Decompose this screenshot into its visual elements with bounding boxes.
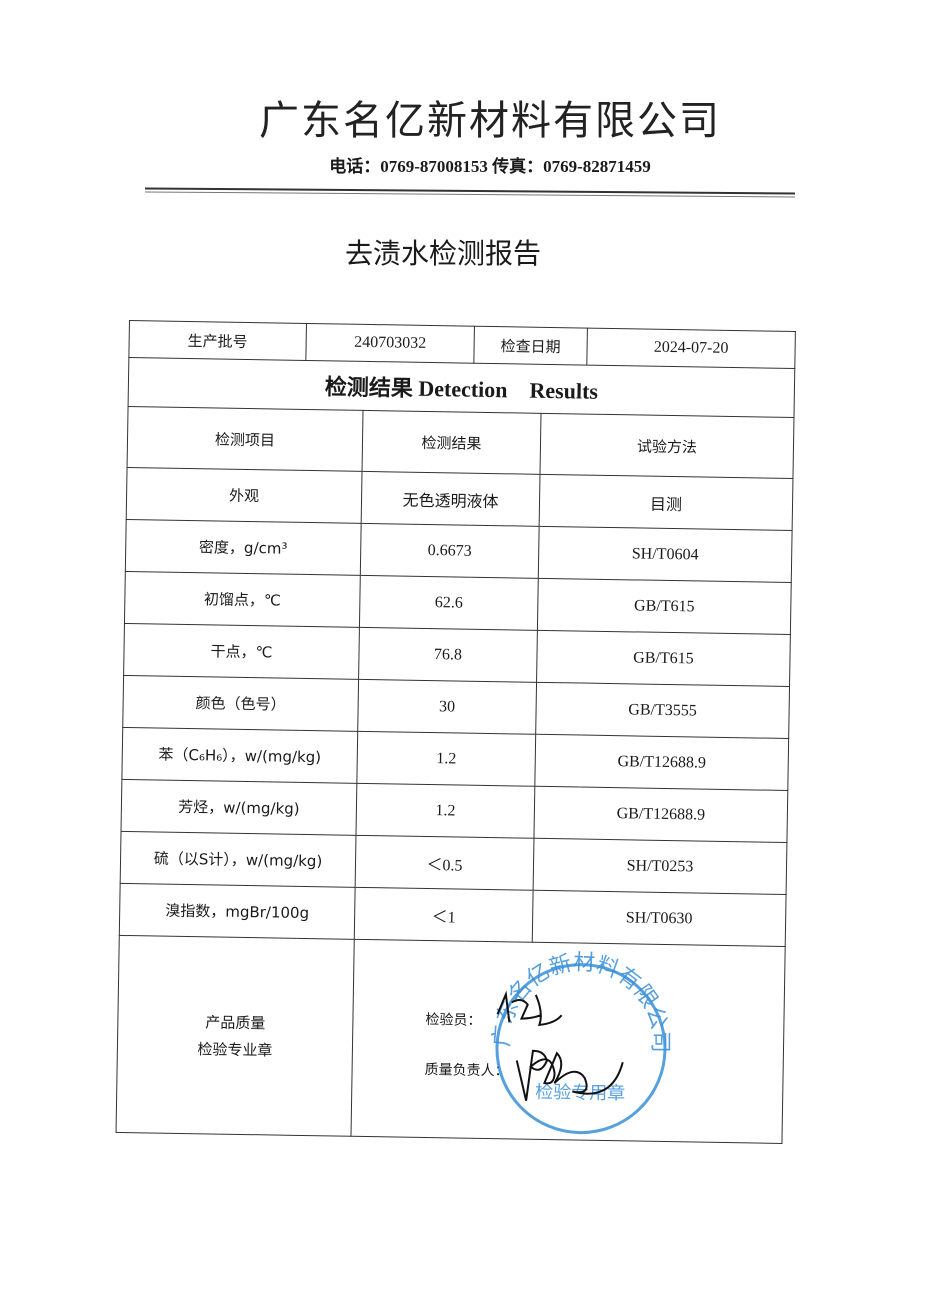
batch-value: 240703032 <box>305 323 475 364</box>
cell-item: 密度，g/cm³ <box>125 519 362 576</box>
cell-item: 硫（以S计），w/(mg/kg) <box>120 831 356 888</box>
cell-result: 0.6673 <box>360 523 540 579</box>
company-name: 广东名亿新材料有限公司 <box>259 98 721 144</box>
cell-method: GB/T615 <box>536 630 791 687</box>
cell-method: SH/T0630 <box>532 890 787 947</box>
cell-item: 外观 <box>126 467 363 524</box>
cell-item: 苯（C₆H₆），w/(mg/kg) <box>121 727 358 784</box>
seal-label: 产品质量 检验专业章 <box>116 935 355 1137</box>
seal-label-line1: 产品质量 <box>205 1013 266 1033</box>
cell-method: GB/T12688.9 <box>533 786 788 843</box>
date-value: 2024-07-20 <box>586 328 796 369</box>
contact-info: 电话：0769-87008153 传真：0769-82871459 <box>329 157 651 176</box>
signature-row: 产品质量 检验专业章 检验员： 质量负责人： 广东名亿新材料有限公司 检验专用章 <box>116 935 786 1144</box>
column-header-row: 检测项目 检测结果 试验方法 <box>127 406 794 479</box>
cell-result: 无色透明液体 <box>361 471 540 527</box>
cell-method: 目测 <box>539 474 793 531</box>
results-table: 生产批号 240703032 检查日期 2024-07-20 检测结果 Dete… <box>116 320 796 1144</box>
cell-item: 初馏点，℃ <box>124 571 361 628</box>
cell-item: 颜色（色号） <box>122 675 359 732</box>
signatures <box>496 990 624 1101</box>
date-label: 检查日期 <box>473 326 588 366</box>
cell-result: ＜0.5 <box>355 835 534 891</box>
cell-item: 芳烃，w/(mg/kg) <box>121 779 357 836</box>
cell-result: ＜1 <box>354 887 534 943</box>
cell-result: 1.2 <box>355 783 535 839</box>
cell-method: GB/T615 <box>537 578 792 635</box>
cell-result: 76.8 <box>358 627 538 683</box>
batch-label: 生产批号 <box>128 320 307 361</box>
col-item: 检测项目 <box>127 406 364 472</box>
signature-cell: 检验员： 质量负责人： 广东名亿新材料有限公司 检验专用章 <box>350 939 786 1144</box>
cell-method: GB/T12688.9 <box>534 734 789 791</box>
cell-method: SH/T0253 <box>533 838 787 895</box>
report-title: 去渍水检测报告 <box>344 237 541 270</box>
cell-result: 62.6 <box>359 575 539 631</box>
cell-item: 干点，℃ <box>123 623 360 680</box>
cell-method: SH/T0604 <box>538 526 793 583</box>
cell-result: 30 <box>357 679 537 735</box>
inspector-label: 检验员： <box>425 1012 482 1029</box>
col-result: 检测结果 <box>362 410 542 475</box>
cell-method: GB/T3555 <box>535 682 790 739</box>
seal-label-line2: 检验专业章 <box>197 1040 273 1060</box>
col-method: 试验方法 <box>539 413 794 479</box>
cell-item: 溴指数，mgBr/100g <box>119 883 356 940</box>
cell-result: 1.2 <box>356 731 536 787</box>
